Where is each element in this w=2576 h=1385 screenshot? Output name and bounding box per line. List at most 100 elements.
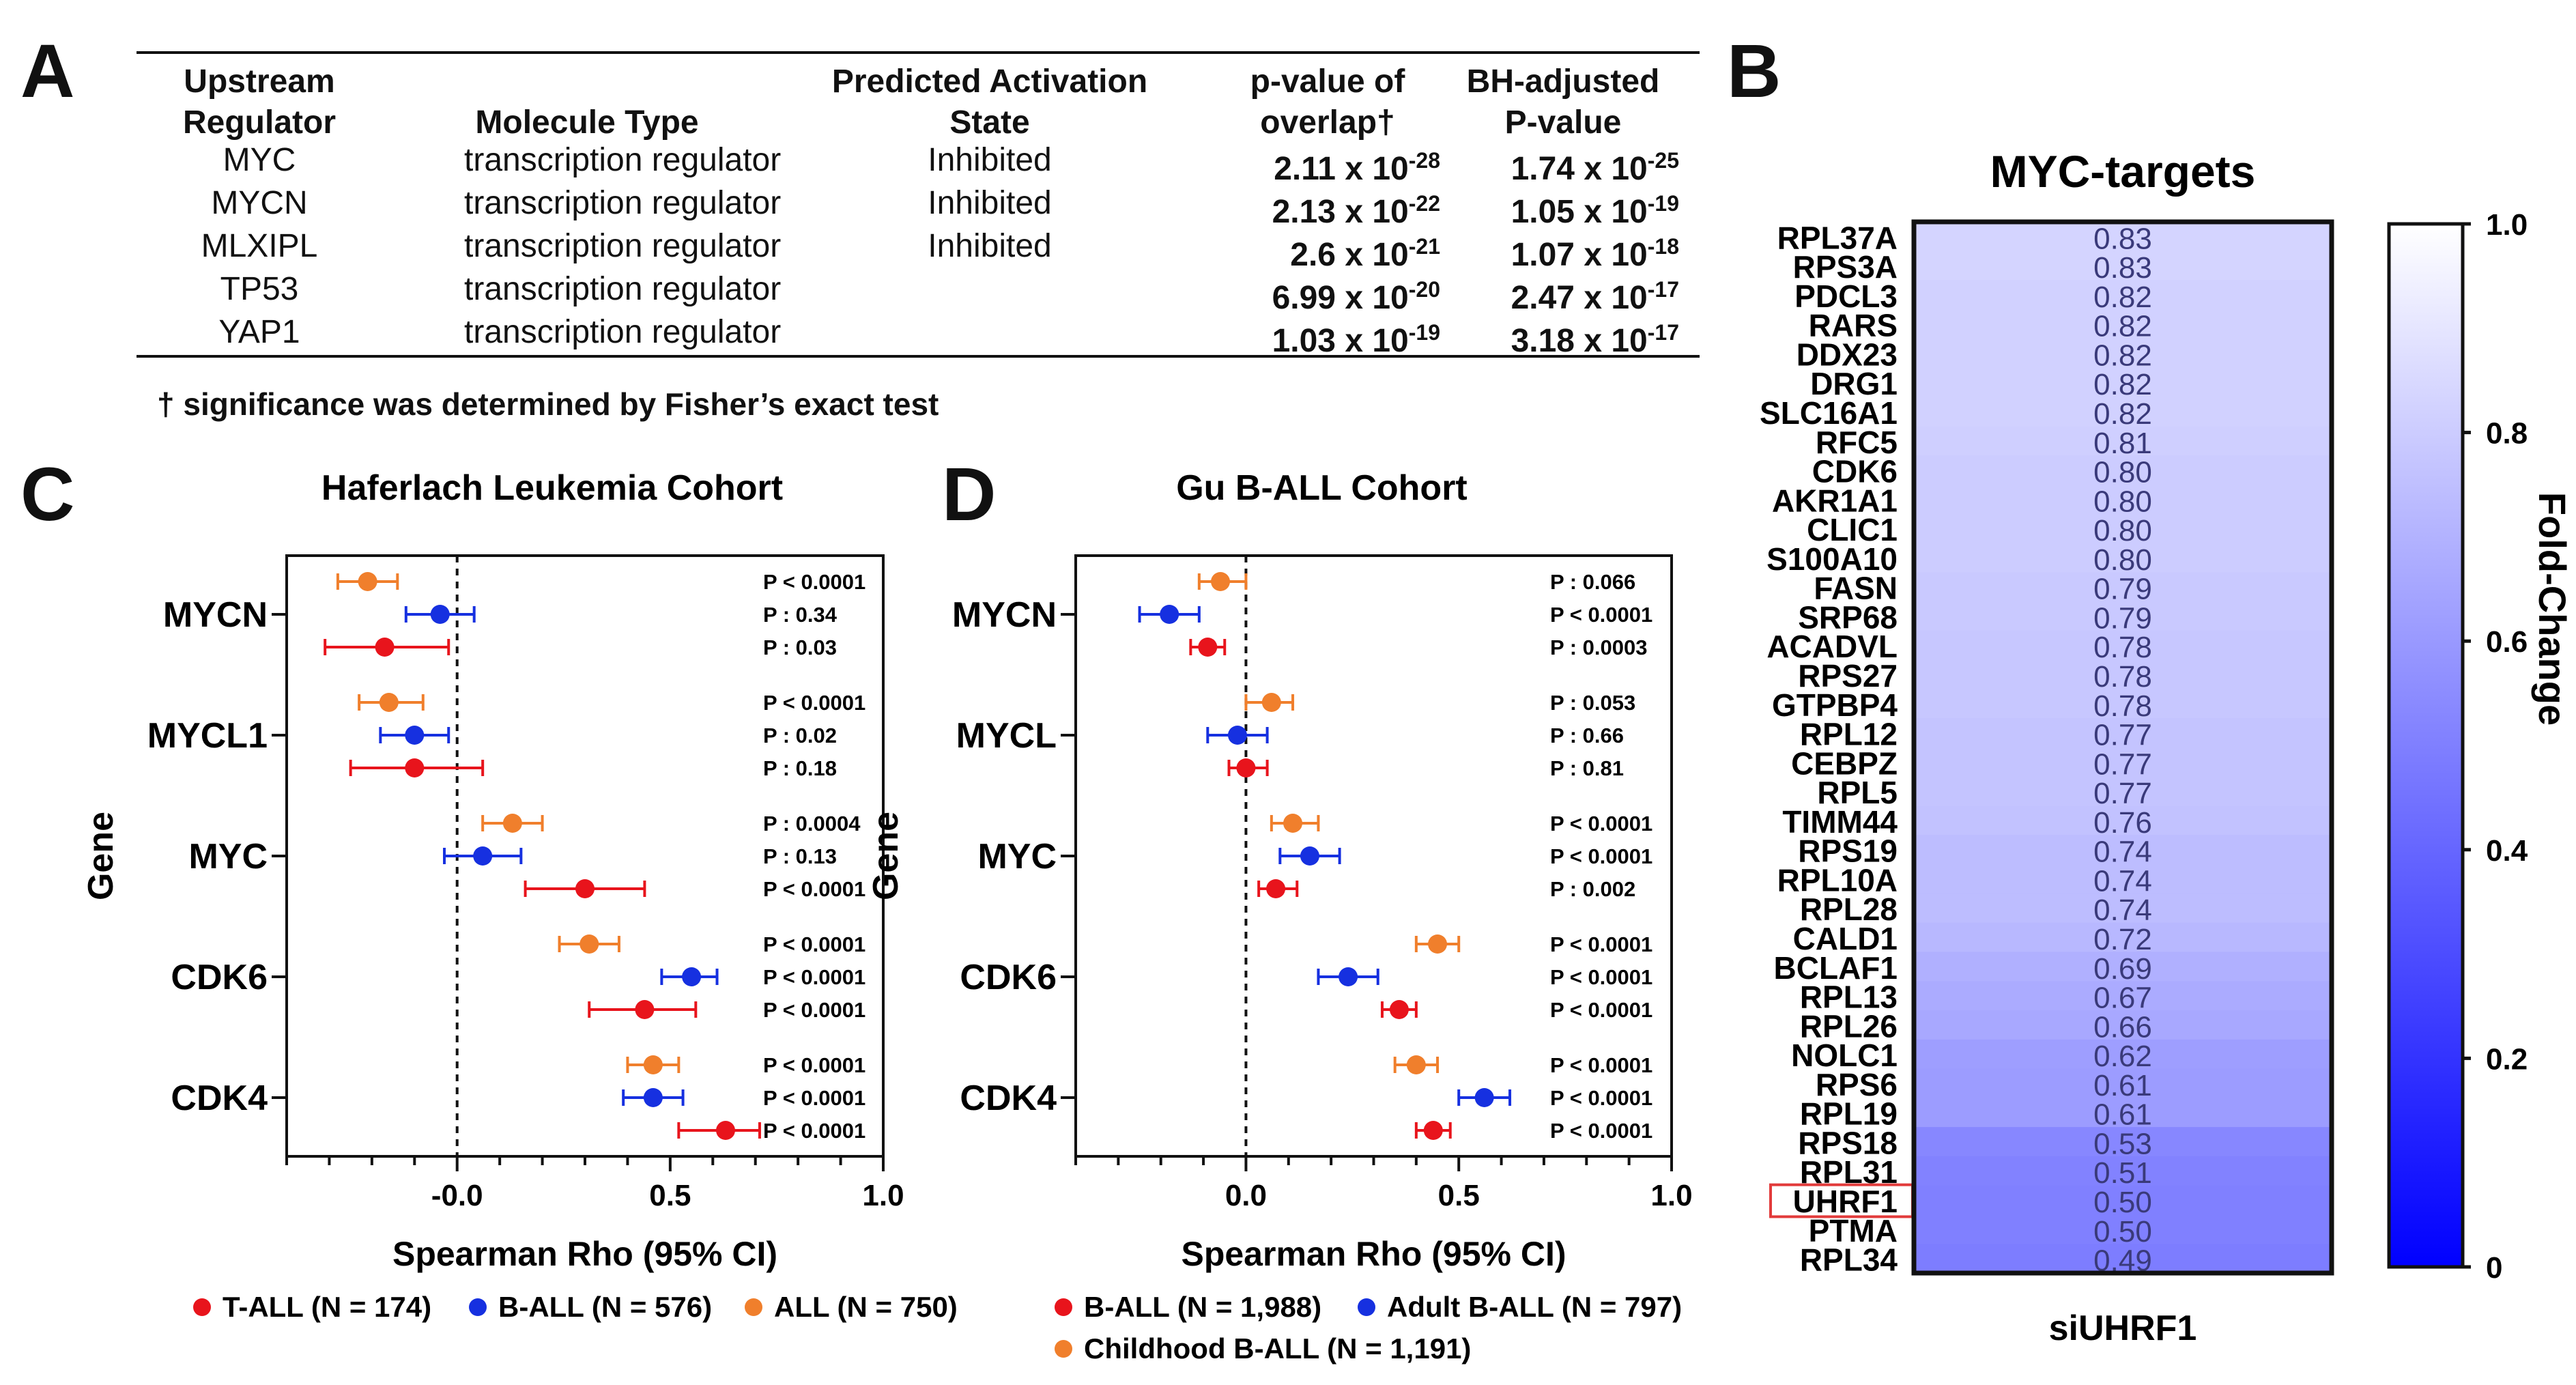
cell-p-value-exponent: -22	[1408, 191, 1440, 216]
row-gene-label: DRG1	[1810, 366, 1898, 401]
legend-marker	[469, 1298, 487, 1316]
heatmap-cell	[1914, 952, 2332, 982]
heatmap-value: 0.82	[2093, 339, 2152, 372]
data-point	[579, 934, 599, 954]
heatmap-value: 0.83	[2093, 222, 2152, 255]
cell-regulator: MYC	[223, 142, 296, 178]
row-gene-label: TIMM44	[1782, 804, 1898, 840]
legend-label: ALL (N = 750)	[774, 1291, 958, 1323]
cell-p-value: 1.03 x 10-19	[1215, 312, 1440, 362]
heatmap-value: 0.67	[2093, 982, 2152, 1015]
p-value-label: P < 0.0001	[1550, 1119, 1652, 1143]
colorbar-tick-label: 0	[2486, 1251, 2502, 1285]
cell-p-value-exponent: -20	[1408, 277, 1440, 302]
data-point	[473, 846, 493, 866]
heatmap-value: 0.72	[2093, 923, 2152, 956]
data-point	[1406, 1055, 1426, 1074]
p-value-label: P < 0.0001	[1550, 812, 1652, 836]
x-tick-label: 0.5	[1438, 1179, 1480, 1212]
row-gene-label: RPS19	[1798, 833, 1898, 869]
legend-marker	[745, 1298, 762, 1316]
gene-label: CDK6	[960, 958, 1057, 997]
cell-bh-p-value: 1.07 x 10-18	[1447, 226, 1679, 276]
legend-label: Adult B-ALL (N = 797)	[1387, 1291, 1682, 1323]
data-point	[643, 1055, 663, 1074]
data-point	[635, 1000, 655, 1019]
cell-p-value-exponent: -28	[1408, 148, 1440, 173]
p-value-label: P : 0.34	[763, 603, 838, 627]
row-gene-label: GTPBP4	[1772, 687, 1898, 723]
legend-label: B-ALL (N = 1,988)	[1084, 1291, 1321, 1323]
heatmap-value: 0.76	[2093, 806, 2152, 840]
data-point	[575, 879, 595, 898]
data-point	[1266, 879, 1286, 898]
gene-label: CDK4	[171, 1079, 268, 1118]
heatmap-cell	[1914, 222, 2332, 252]
heatmap-value: 0.50	[2093, 1186, 2152, 1219]
data-point	[682, 967, 702, 986]
heatmap-cell	[1914, 747, 2332, 777]
heatmap-cell	[1914, 485, 2332, 515]
legend-label: B-ALL (N = 576)	[498, 1291, 712, 1323]
cell-activation-state: Inhibited	[928, 142, 1052, 178]
p-value-label: P : 0.066	[1550, 570, 1635, 594]
heatmap-value: 0.78	[2093, 631, 2152, 664]
p-value-label: P : 0.002	[1550, 877, 1635, 901]
data-point	[1211, 572, 1231, 591]
panel-label-c: C	[20, 453, 75, 537]
data-point	[430, 605, 450, 624]
heatmap-cell	[1914, 367, 2332, 398]
x-axis-label: Spearman Rho (95% CI)	[392, 1235, 777, 1273]
heatmap-cell	[1914, 1156, 2332, 1186]
data-point	[1428, 934, 1448, 954]
table-bottom-rule	[137, 355, 1700, 358]
row-gene-label: UHRF1	[1793, 1184, 1898, 1219]
row-gene-label: FASN	[1814, 571, 1898, 606]
header-activation-state: Predicted Activation State	[831, 63, 1148, 141]
data-point	[643, 1088, 663, 1107]
heatmap-value: 0.77	[2093, 747, 2152, 781]
data-point	[1261, 693, 1281, 712]
header-bh-p-value: BH-adjusted P-value	[1466, 63, 1660, 141]
cell-bh-p-value-exponent: -25	[1647, 148, 1679, 173]
row-gene-label: RPL5	[1817, 775, 1898, 810]
data-point	[1236, 758, 1256, 777]
header-regulator: Upstream Regulator	[182, 63, 336, 141]
heatmap-cell	[1914, 981, 2332, 1011]
heatmap-value: 0.79	[2093, 601, 2152, 635]
cell-p-value-mantissa: 2.11 x 10	[1274, 151, 1409, 187]
row-gene-label: RPS3A	[1793, 249, 1898, 285]
row-gene-label: SLC16A1	[1760, 395, 1898, 431]
row-gene-label: NOLC1	[1791, 1038, 1898, 1073]
heatmap-cell	[1914, 309, 2332, 339]
row-gene-label: RPS27	[1798, 658, 1898, 694]
x-tick-label: 0.0	[1225, 1179, 1267, 1212]
p-value-label: P < 0.0001	[1550, 1053, 1652, 1077]
row-gene-label: RPL13	[1800, 980, 1898, 1015]
p-value-label: P : 0.0003	[1550, 636, 1647, 659]
data-point	[1300, 846, 1319, 866]
heatmap-cell	[1914, 426, 2332, 456]
heatmap-value: 0.74	[2093, 836, 2152, 869]
cell-activation-state: Inhibited	[928, 228, 1052, 264]
heatmap-cell	[1914, 1127, 2332, 1157]
cell-bh-p-value-mantissa: 2.47 x 10	[1511, 280, 1648, 316]
cell-bh-p-value-exponent: -19	[1647, 191, 1679, 216]
legend-marker	[193, 1298, 211, 1316]
cell-bh-p-value-mantissa: 3.18 x 10	[1511, 323, 1648, 359]
gene-label: CDK4	[960, 1079, 1057, 1118]
row-gene-label: PTMA	[1809, 1213, 1898, 1248]
data-point	[379, 693, 399, 712]
heatmap-cell	[1914, 455, 2332, 485]
p-value-label: P : 0.053	[1550, 691, 1635, 715]
heatmap-value: 0.80	[2093, 456, 2152, 489]
p-value-label: P : 0.0004	[763, 812, 861, 836]
row-gene-label: RPS6	[1816, 1067, 1898, 1102]
p-value-label: P : 0.03	[763, 636, 837, 659]
heatmap-cell	[1914, 835, 2332, 865]
cell-bh-p-value: 3.18 x 10-17	[1447, 312, 1679, 362]
row-gene-label: ACADVL	[1766, 629, 1898, 664]
chart-title: Gu B-ALL Cohort	[1176, 468, 1468, 508]
data-point	[716, 1121, 736, 1140]
heatmap-cell	[1914, 1098, 2332, 1128]
